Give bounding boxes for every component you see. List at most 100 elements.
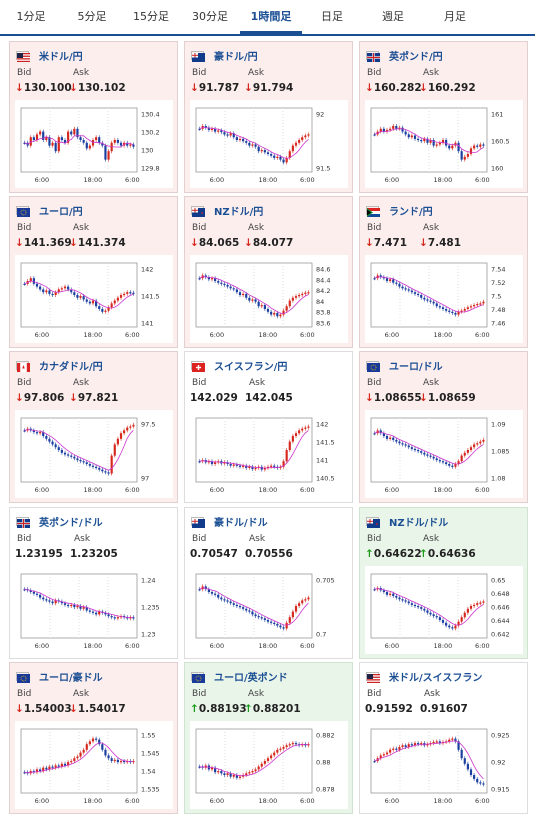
currency-pair-header[interactable]: 豪ドル/円 — [191, 48, 258, 63]
currency-pair-header[interactable]: NZドル/ドル — [366, 514, 449, 529]
currency-pair-name[interactable]: ユーロ/英ポンド — [214, 672, 288, 684]
candle — [95, 137, 98, 140]
tab-timeframe[interactable]: 30分足 — [192, 10, 228, 23]
rate-card[interactable]: 米ドル/円 Bid Ask ↓130.100 ↓130.102 130.4 130.2 130… — [9, 41, 178, 193]
candle — [429, 300, 432, 302]
candle — [482, 439, 485, 442]
arrow-down-icon: ↓ — [69, 392, 78, 404]
tab-timeframe[interactable]: 1分足 — [16, 10, 46, 23]
candle — [469, 769, 473, 775]
chart-area[interactable]: 130.4 130.2 130 129.8 6:00 18:00 6:00 — [15, 100, 173, 188]
chart-area[interactable]: 1.09 1.085 1.08 6:00 18:00 6:00 — [365, 410, 523, 498]
candle — [389, 279, 392, 281]
currency-pair-header[interactable]: 米ドル/円 — [16, 48, 83, 63]
ask-label: Ask — [73, 223, 90, 233]
chart-area[interactable]: 92 91.5 6:00 18:00 6:00 — [190, 100, 348, 188]
candle — [417, 743, 420, 745]
y-tick-label: 130.2 — [141, 129, 160, 137]
candle — [304, 135, 307, 138]
candle — [304, 744, 307, 746]
rate-card[interactable]: NZドル/円 Bid Ask ↓84.065 ↓84.077 84.6 84.4 84.2 84… — [184, 196, 353, 348]
currency-pair-name[interactable]: ランド/円 — [389, 206, 433, 218]
chart-area[interactable]: 0.925 0.92 0.915 6:00 18:00 6:00 — [365, 721, 523, 809]
candle — [110, 303, 113, 308]
tab-timeframe[interactable]: 5分足 — [77, 10, 107, 23]
currency-pair-header[interactable]: 英ポンド/ドル — [16, 514, 103, 529]
currency-pair-header[interactable]: 英ポンド/円 — [366, 48, 443, 63]
currency-pair-name[interactable]: 米ドル/円 — [39, 51, 83, 63]
rate-card[interactable]: ユーロ/円 Bid Ask ↓141.369 ↓141.374 142 141.5 141 6:… — [9, 196, 178, 348]
currency-pair-name[interactable]: スイスフラン/円 — [214, 361, 288, 373]
rate-card[interactable]: ユーロ/豪ドル Bid Ask ↓1.54003 ↓1.54017 1.55 1.545 1.… — [9, 662, 178, 814]
currency-pair-header[interactable]: 米ドル/スイスフラン — [366, 669, 483, 684]
chart-area[interactable]: 7.54 7.52 7.5 7.48 7.46 6:00 18:00 6:00 — [365, 255, 523, 343]
currency-pair-header[interactable]: ランド/円 — [366, 203, 433, 218]
tab-timeframe[interactable]: 1時間足 — [240, 0, 302, 34]
chart-area[interactable]: 0.705 0.7 6:00 18:00 6:00 — [190, 566, 348, 654]
bid-price: 0.91592 — [365, 703, 413, 715]
candle — [119, 295, 123, 298]
currency-pair-header[interactable]: カナダドル/円 — [16, 358, 103, 373]
currency-pair-name[interactable]: カナダドル/円 — [39, 361, 103, 373]
chart-area[interactable]: 1.24 1.235 1.23 6:00 18:00 6:00 — [15, 566, 173, 654]
currency-pair-header[interactable]: スイスフラン/円 — [191, 358, 288, 373]
currency-pair-header[interactable]: NZドル/円 — [191, 203, 264, 218]
currency-pair-name[interactable]: 英ポンド/円 — [389, 51, 443, 63]
currency-pair-name[interactable]: 豪ドル/円 — [214, 51, 258, 63]
rate-card[interactable]: 豪ドル/円 Bid Ask ↓91.787 ↓91.794 92 91.5 6:00 18:00… — [184, 41, 353, 193]
tab-timeframe[interactable]: 15分足 — [133, 10, 169, 23]
rate-card[interactable]: 英ポンド/ドル Bid Ask 1.23195 1.23205 1.24 1.235 1.23… — [9, 507, 178, 659]
currency-pair-name[interactable]: ユーロ/ドル — [389, 361, 443, 373]
chart-area[interactable]: 97.5 97 6:00 18:00 6:00 — [15, 410, 173, 498]
currency-pair-name[interactable]: ユーロ/豪ドル — [39, 672, 103, 684]
tab-timeframe[interactable]: 日足 — [321, 10, 343, 23]
currency-pair-header[interactable]: ユーロ/ドル — [366, 358, 443, 373]
candle — [445, 622, 448, 626]
candle — [457, 142, 460, 152]
candle — [113, 617, 116, 619]
rate-card[interactable]: NZドル/ドル Bid Ask ↑0.64622 ↑0.64636 0.65 0.648 0.… — [359, 507, 528, 659]
currency-pair-header[interactable]: ユーロ/豪ドル — [16, 669, 103, 684]
currency-pair-name[interactable]: 英ポンド/ドル — [39, 517, 103, 529]
rate-card[interactable]: 豪ドル/ドル Bid Ask 0.70547 0.70556 0.705 0.7 6:00 18… — [184, 507, 353, 659]
rate-card[interactable]: スイスフラン/円 Bid Ask 142.029 142.045 142 141.5 141 1… — [184, 351, 353, 503]
currency-pair-header[interactable]: 豪ドル/ドル — [191, 514, 268, 529]
candle — [110, 758, 113, 761]
tab-timeframe[interactable]: 月足 — [444, 10, 466, 23]
chart-area[interactable]: 0.882 0.88 0.878 6:00 18:00 6:00 — [190, 721, 348, 809]
rate-card[interactable]: ランド/円 Bid Ask ↓7.471 ↓7.481 7.54 7.52 7.5 7.48 7.… — [359, 196, 528, 348]
candle — [279, 466, 282, 468]
currency-pair-name[interactable]: 豪ドル/ドル — [214, 517, 268, 529]
currency-pair-name[interactable]: NZドル/ドル — [389, 517, 449, 529]
currency-pair-header[interactable]: ユーロ/英ポンド — [191, 669, 288, 684]
candle — [198, 589, 201, 591]
tab-timeframe[interactable]: 週足 — [382, 10, 404, 23]
y-tick-label: 1.24 — [141, 577, 155, 585]
rate-card[interactable]: カナダドル/円 Bid Ask ↓97.806 ↓97.821 97.5 97 6:00 18:… — [9, 351, 178, 503]
chart-area[interactable]: 161 160.5 160 6:00 18:00 6:00 — [365, 100, 523, 188]
candle — [385, 592, 389, 595]
chart-area[interactable]: 0.65 0.648 0.646 0.644 0.642 6:00 18:00 6:00 — [365, 566, 523, 654]
rate-card[interactable]: 米ドル/スイスフラン Bid Ask 0.91592 0.91607 0.925 0.92 0… — [359, 662, 528, 814]
rate-card[interactable]: 英ポンド/円 Bid Ask ↓160.282 ↓160.292 161 160.5 160 6… — [359, 41, 528, 193]
currency-pair-name[interactable]: NZドル/円 — [214, 206, 264, 218]
chart-area[interactable]: 142 141.5 141 6:00 18:00 6:00 — [15, 255, 173, 343]
chart-area[interactable]: 142 141.5 141 140.5 6:00 18:00 6:00 — [190, 410, 348, 498]
currency-pair-header[interactable]: ユーロ/円 — [16, 203, 83, 218]
candle — [48, 600, 51, 602]
rate-card[interactable]: ユーロ/英ポンド Bid Ask ↑0.88193 ↑0.88201 0.882 0.88 0… — [184, 662, 353, 814]
candle — [132, 144, 135, 147]
chart-area[interactable]: 84.6 84.4 84.2 84 83.8 83.6 6:00 18:00 6:00 — [190, 255, 348, 343]
candle — [238, 606, 242, 608]
nz-flag — [191, 205, 205, 217]
rate-card[interactable]: ユーロ/ドル Bid Ask ↓1.08655 ↓1.08659 1.09 1.085 1.0… — [359, 351, 528, 503]
currency-pair-name[interactable]: ユーロ/円 — [39, 206, 83, 218]
currency-pair-name[interactable]: 米ドル/スイスフラン — [389, 672, 483, 684]
candle — [466, 307, 469, 309]
candle — [423, 452, 426, 455]
candle — [198, 461, 201, 463]
chart-area[interactable]: 1.55 1.545 1.54 1.535 6:00 18:00 6:00 — [15, 721, 173, 809]
y-tick-label: 1.545 — [141, 750, 160, 758]
